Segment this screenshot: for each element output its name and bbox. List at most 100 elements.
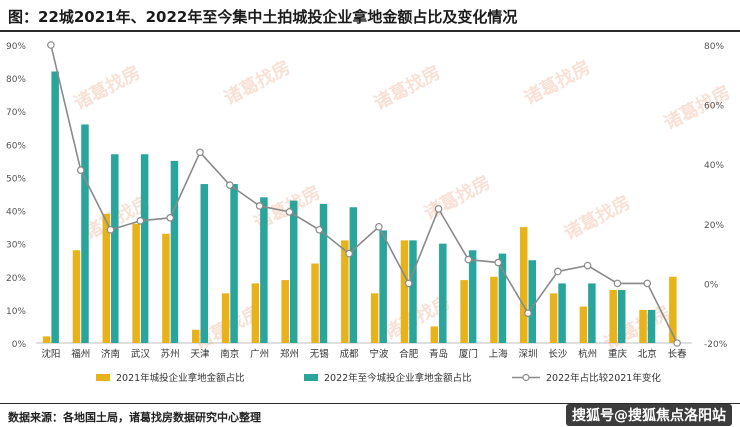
x-tick-label: 南京 xyxy=(220,348,239,360)
change-point xyxy=(673,339,681,347)
bar-2022 xyxy=(230,184,238,343)
change-point xyxy=(106,225,115,234)
bar-2022 xyxy=(81,124,89,343)
y-right-tick-label: -20% xyxy=(704,340,728,350)
y-left-tick-label: 70% xyxy=(6,108,26,118)
data-source-note: 数据来源：各地国土局，诸葛找房数据研究中心整理 xyxy=(8,411,261,424)
change-point xyxy=(404,279,413,288)
bar-2022 xyxy=(617,290,626,343)
bar-2021 xyxy=(162,233,170,343)
bar-2021 xyxy=(579,306,588,343)
bar-2021 xyxy=(251,283,260,343)
y-right-tick-label: 0% xyxy=(704,280,719,290)
x-tick-label: 广州 xyxy=(250,348,269,360)
change-point xyxy=(255,202,264,210)
legend-marker-change xyxy=(522,373,530,382)
x-tick-label: 深圳 xyxy=(518,349,537,360)
change-point xyxy=(166,214,174,222)
page-title: 图：22城2021年、2022年至今集中土拍城投企业拿地金额占比及变化情况 xyxy=(8,8,518,26)
x-tick-label: 天津 xyxy=(190,349,210,360)
change-point xyxy=(76,166,85,174)
x-tick-label: 青岛 xyxy=(429,348,448,360)
bar-2022 xyxy=(528,260,536,343)
x-tick-label: 济南 xyxy=(101,348,120,360)
y-left-tick-label: 50% xyxy=(6,174,26,184)
legend-swatch-2021 xyxy=(96,374,110,381)
watermark-text: 诸葛找房 xyxy=(560,191,634,244)
bar-2021 xyxy=(549,293,558,343)
watermark-text: 诸葛找房 xyxy=(370,61,444,114)
bar-2021 xyxy=(341,240,349,343)
bar-2021 xyxy=(460,280,468,343)
x-tick-label: 无锡 xyxy=(310,348,329,360)
bar-2021 xyxy=(490,276,498,343)
title-divider xyxy=(0,30,740,32)
bar-2022 xyxy=(289,200,298,343)
bar-2022 xyxy=(439,243,447,343)
bar-2022 xyxy=(349,207,358,343)
y-right-tick-label: 20% xyxy=(704,221,724,231)
bar-2022 xyxy=(468,250,477,343)
y-left-tick-label: 30% xyxy=(6,241,26,251)
legend-label-change: 2022年占比较2021年变化 xyxy=(546,372,661,384)
y-left-tick-label: 40% xyxy=(6,208,26,218)
change-point xyxy=(47,41,55,49)
bar-2022 xyxy=(319,203,328,343)
change-point xyxy=(434,205,443,213)
bar-2022 xyxy=(111,154,119,343)
y-right-tick-label: 80% xyxy=(704,42,724,52)
y-left-tick-label: 20% xyxy=(6,274,26,284)
bar-2021 xyxy=(281,280,289,343)
bar-2022 xyxy=(260,197,268,343)
change-point xyxy=(643,279,652,288)
x-tick-label: 北京 xyxy=(638,348,657,360)
watermark-text: 诸葛找房 xyxy=(520,56,594,109)
legend-label-2022: 2022年至今城投企业拿地金额占比 xyxy=(324,372,472,384)
change-point xyxy=(464,255,473,264)
x-tick-label: 合肥 xyxy=(399,348,419,360)
bar-2022 xyxy=(647,309,656,343)
x-tick-label: 长春 xyxy=(668,348,688,360)
bar-2021 xyxy=(192,329,200,343)
x-tick-label: 郑州 xyxy=(280,348,299,360)
y-left-tick-label: 60% xyxy=(6,141,26,151)
bar-2021 xyxy=(520,227,528,343)
y-left-tick-label: 80% xyxy=(6,75,26,85)
bar-2021 xyxy=(609,290,617,343)
x-tick-label: 杭州 xyxy=(578,348,597,360)
change-point xyxy=(196,148,204,157)
change-point xyxy=(285,208,294,216)
change-point xyxy=(315,225,324,234)
bar-2022 xyxy=(409,240,417,343)
bar-2021 xyxy=(102,213,111,343)
bar-2022 xyxy=(140,154,149,343)
bar-2022 xyxy=(170,160,179,343)
y-right-tick-label: 40% xyxy=(704,161,724,171)
bar-2022 xyxy=(200,184,208,343)
change-point xyxy=(494,258,502,267)
watermark-text: 诸葛找房 xyxy=(70,61,144,114)
watermark-text: 诸葛找房 xyxy=(420,171,494,224)
bar-2021 xyxy=(311,263,319,343)
y-right-tick-label: 60% xyxy=(704,102,724,112)
bar-2021 xyxy=(42,336,51,343)
x-tick-label: 长沙 xyxy=(548,348,568,360)
change-point xyxy=(226,181,234,189)
legend-swatch-2022 xyxy=(304,374,318,381)
bar-2021 xyxy=(221,293,230,343)
change-line xyxy=(50,44,678,344)
bar-2022 xyxy=(51,71,59,343)
bar-2021 xyxy=(370,293,379,343)
change-point xyxy=(554,267,562,276)
watermark-credit: 搜狐号@搜狐焦点洛阳站 xyxy=(566,404,732,426)
y-left-tick-label: 10% xyxy=(6,307,26,317)
x-tick-label: 宁波 xyxy=(369,348,389,360)
y-left-tick-label: 90% xyxy=(6,42,26,52)
x-tick-label: 苏州 xyxy=(161,348,180,360)
change-point xyxy=(524,309,532,318)
bar-2021 xyxy=(132,223,140,343)
x-tick-label: 上海 xyxy=(489,348,509,360)
bar-2022 xyxy=(588,283,596,343)
